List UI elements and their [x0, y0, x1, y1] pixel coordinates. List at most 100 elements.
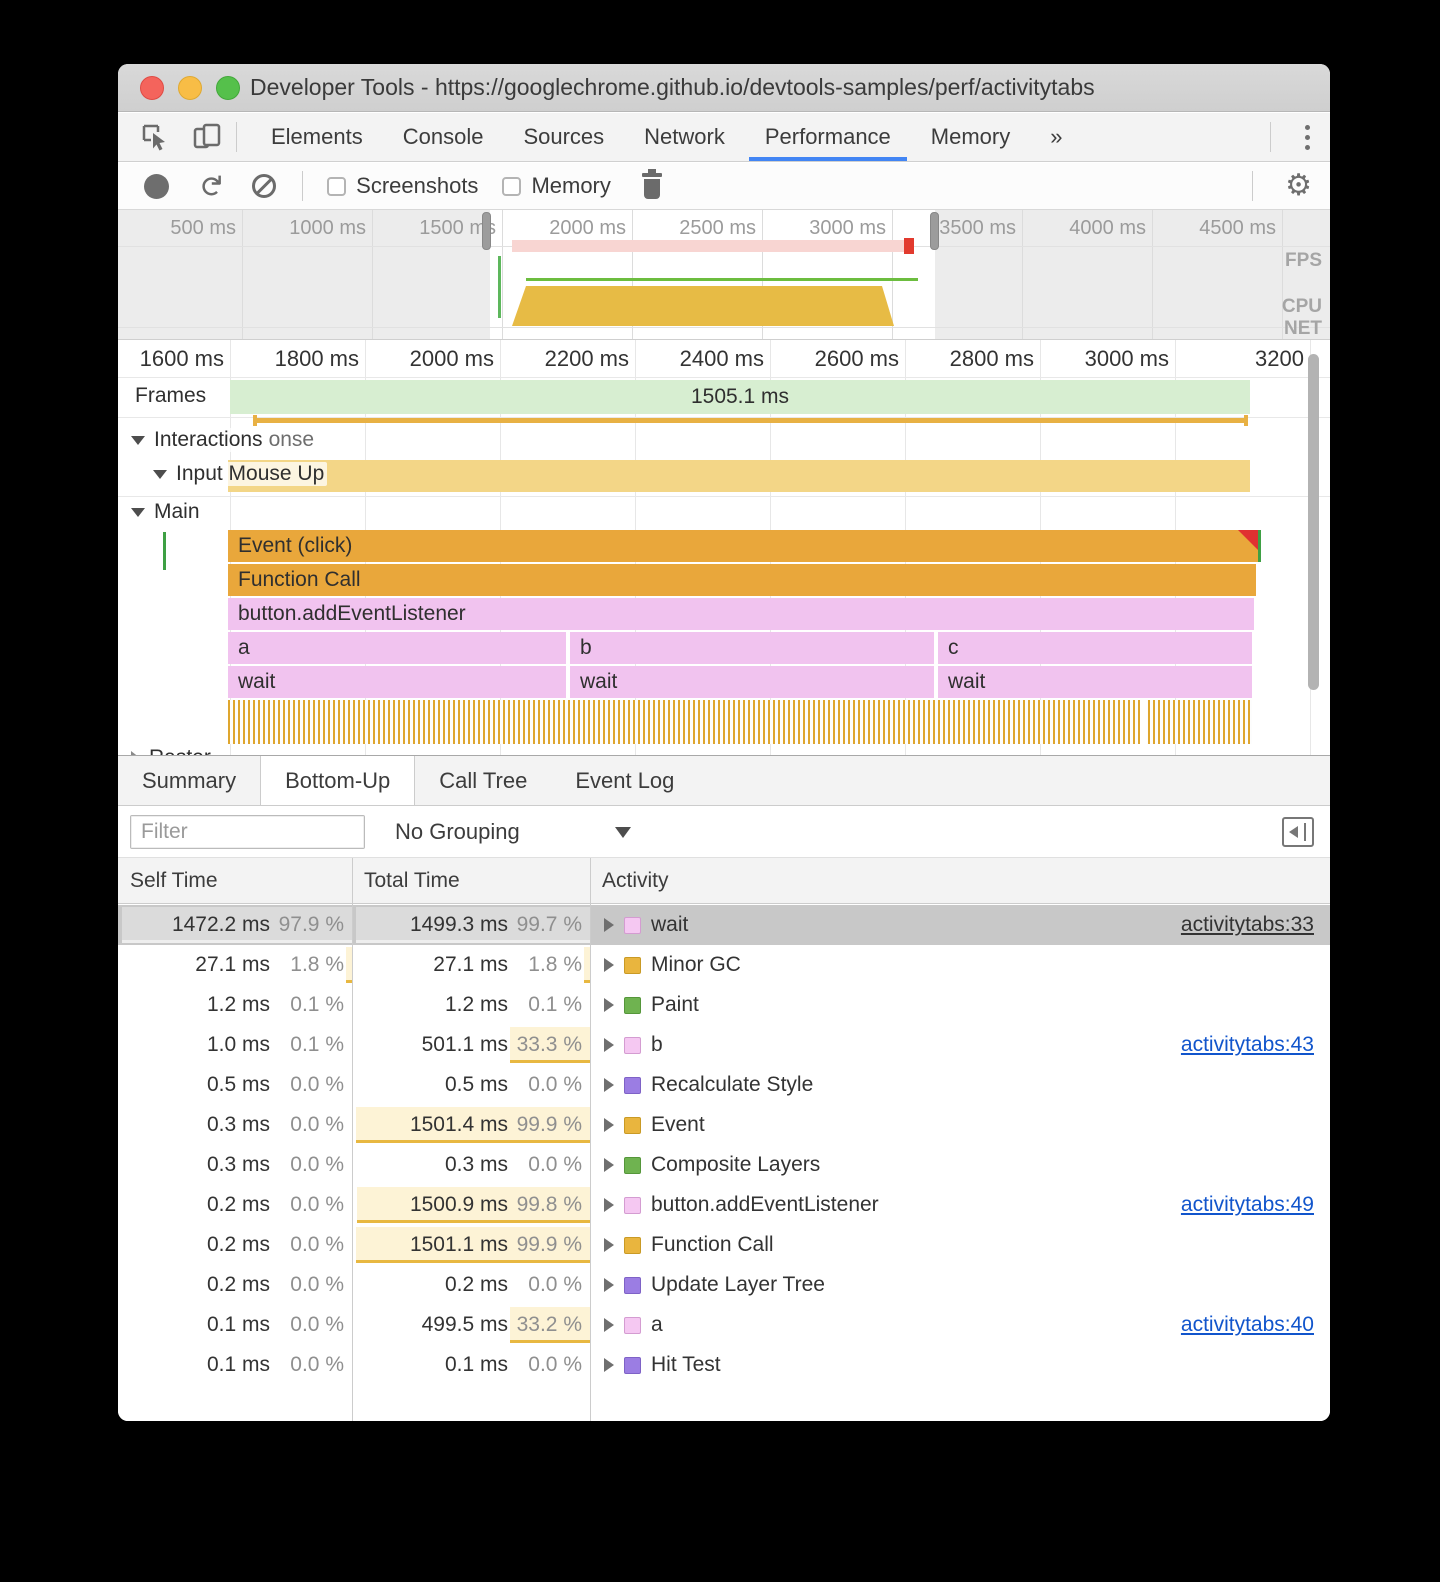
timeline-overview[interactable]: 500 ms 1000 ms 1500 ms 2000 ms 2500 ms 3… [118, 210, 1330, 340]
table-row[interactable]: 1.2 ms 0.1 % 1.2 ms 0.1 % Paint [206, 993, 699, 1016]
header-activity[interactable]: Activity [602, 868, 669, 892]
expand-icon[interactable] [604, 1198, 614, 1212]
device-toolbar-icon[interactable] [192, 122, 222, 152]
expand-icon[interactable] [604, 1078, 614, 1092]
expand-icon[interactable] [604, 998, 614, 1012]
expand-icon[interactable] [604, 1238, 614, 1252]
header-self-time[interactable]: Self Time [130, 868, 218, 892]
flame-scrollbar[interactable] [1308, 354, 1319, 690]
minimize-window-button[interactable] [178, 76, 202, 100]
memory-checkbox[interactable] [502, 176, 522, 196]
table-row[interactable]: 27.1 ms 1.8 % 27.1 ms 1.8 % Minor GC [118, 945, 1330, 985]
header-total-time[interactable]: Total Time [364, 868, 460, 892]
chevron-down-icon [131, 507, 145, 517]
category-swatch [624, 1276, 641, 1294]
grouping-select[interactable]: No Grouping [395, 819, 631, 845]
cpu-activity-area [512, 286, 894, 326]
expand-icon[interactable] [604, 1158, 614, 1172]
call-c-bar[interactable]: c [938, 632, 1252, 664]
interactions-group-label[interactable]: Interactions onse [128, 428, 318, 452]
table-row[interactable]: 1472.2 ms 97.9 % 1499.3 ms 99.7 % wait acti… [118, 905, 1330, 945]
tab-performance[interactable]: Performance [745, 113, 911, 161]
source-link[interactable]: activitytabs:33 [1180, 913, 1314, 936]
table-row[interactable]: 1.0 ms 0.1 % 501.1 ms 33.3 % b activitytabs… [118, 1025, 1330, 1065]
wait-c-bar[interactable]: wait [938, 666, 1252, 698]
memory-label[interactable]: Memory [531, 173, 611, 198]
wait-a-bar[interactable]: wait [228, 666, 566, 698]
flame-tick: 3000 ms [1084, 346, 1169, 371]
main-track-label[interactable]: Main [128, 500, 203, 524]
table-row[interactable]: 0.5 ms 0.0 % 0.5 ms 0.0 % Recalculate Styl… [206, 1073, 814, 1096]
category-swatch [624, 996, 641, 1014]
long-task-red-tip [904, 238, 914, 254]
source-link[interactable]: activitytabs:49 [1180, 1193, 1314, 1216]
show-details-pane-icon[interactable] [1282, 817, 1314, 847]
frames-row-label: Frames [132, 384, 210, 408]
expand-icon[interactable] [604, 1318, 614, 1332]
tab-event-log[interactable]: Event Log [575, 767, 675, 793]
trash-icon[interactable] [641, 169, 663, 199]
tab-console[interactable]: Console [402, 124, 484, 149]
category-swatch [624, 1196, 641, 1214]
interaction-duration-bracket [253, 415, 1248, 426]
window-title: Developer Tools - https://googlechrome.g… [250, 74, 1095, 100]
expand-icon[interactable] [604, 1358, 614, 1372]
function-call-bar[interactable]: Function Call [228, 564, 1256, 596]
screenshots-label[interactable]: Screenshots [356, 173, 479, 198]
tab-sources[interactable]: Sources [523, 124, 605, 149]
call-b-bar[interactable]: b [570, 632, 934, 664]
clear-recording-icon[interactable] [252, 174, 277, 198]
devtools-window: Developer Tools - https://googlechrome.g… [118, 64, 1330, 1421]
screenshots-checkbox[interactable] [327, 176, 347, 196]
tab-summary[interactable]: Summary [142, 767, 237, 793]
fps-ceiling-line [526, 278, 918, 281]
expand-icon[interactable] [604, 1278, 614, 1292]
inspect-element-icon[interactable] [140, 122, 170, 152]
table-row[interactable]: 0.1 ms 0.0 % 0.1 ms 0.0 % Hit Test [206, 1353, 721, 1376]
record-button[interactable] [144, 173, 169, 199]
tab-network[interactable]: Network [644, 124, 725, 149]
selection-left-handle[interactable] [482, 212, 491, 250]
call-a-bar[interactable]: a [228, 632, 566, 664]
table-row[interactable]: 0.3 ms 0.0 % 0.3 ms 0.0 % Composite Layers [206, 1153, 821, 1176]
kebab-menu-icon[interactable] [1295, 121, 1320, 154]
source-link[interactable]: activitytabs:43 [1180, 1033, 1314, 1056]
flame-chart[interactable]: 1600 ms 1800 ms 2000 ms 2200 ms 2400 ms … [118, 340, 1330, 756]
close-window-button[interactable] [140, 76, 164, 100]
selection-right-handle[interactable] [930, 212, 939, 250]
wait-b-bar[interactable]: wait [570, 666, 934, 698]
category-swatch [624, 1236, 641, 1254]
table-row[interactable]: 0.2 ms 0.0 % 1500.9 ms 99.8 % button.addEv… [118, 1185, 1330, 1225]
window-titlebar[interactable]: Developer Tools - https://googlechrome.g… [118, 64, 1330, 112]
category-swatch [624, 1036, 641, 1054]
tab-call-tree[interactable]: Call Tree [439, 767, 528, 793]
table-row[interactable]: 0.1 ms 0.0 % 499.5 ms 33.2 % a activitytabs… [118, 1305, 1330, 1345]
overview-tick: 2000 ms [549, 217, 626, 239]
tab-bottom-up[interactable]: Bottom-Up [260, 756, 416, 805]
tab-elements[interactable]: Elements [271, 124, 363, 149]
expand-icon[interactable] [604, 918, 614, 932]
table-row[interactable]: 0.2 ms 0.0 % 0.2 ms 0.0 % Update Layer Tre… [206, 1273, 825, 1296]
long-task-corner-icon [1238, 530, 1258, 550]
frames-bar[interactable]: 1505.1 ms [230, 380, 1250, 414]
filter-input[interactable] [130, 815, 365, 849]
tab-memory[interactable]: Memory [930, 124, 1011, 149]
input-mouse-up-label[interactable]: Input Mouse Up [150, 462, 328, 486]
raster-track-label[interactable]: Raster [128, 746, 214, 755]
more-tabs-button[interactable]: » [1050, 124, 1063, 149]
source-link[interactable]: activitytabs:40 [1180, 1313, 1314, 1336]
grouping-value: No Grouping [395, 819, 520, 844]
category-swatch [624, 1356, 641, 1374]
reload-and-record-icon[interactable]: ↻ [193, 173, 227, 199]
gear-icon[interactable]: ⚙ [1285, 169, 1312, 202]
table-row[interactable]: 0.3 ms 0.0 % 1501.4 ms 99.9 % Event [118, 1105, 1330, 1145]
category-swatch [624, 916, 641, 934]
expand-icon[interactable] [604, 1038, 614, 1052]
zoom-window-button[interactable] [216, 76, 240, 100]
add-event-listener-bar[interactable]: button.addEventListener [228, 598, 1254, 630]
expand-icon[interactable] [604, 1118, 614, 1132]
event-click-bar[interactable]: Event (click) [228, 530, 1258, 562]
input-mouse-up-bar[interactable] [228, 460, 1250, 492]
table-row[interactable]: 0.2 ms 0.0 % 1501.1 ms 99.9 % Function Cal… [118, 1225, 1330, 1265]
expand-icon[interactable] [604, 958, 614, 972]
